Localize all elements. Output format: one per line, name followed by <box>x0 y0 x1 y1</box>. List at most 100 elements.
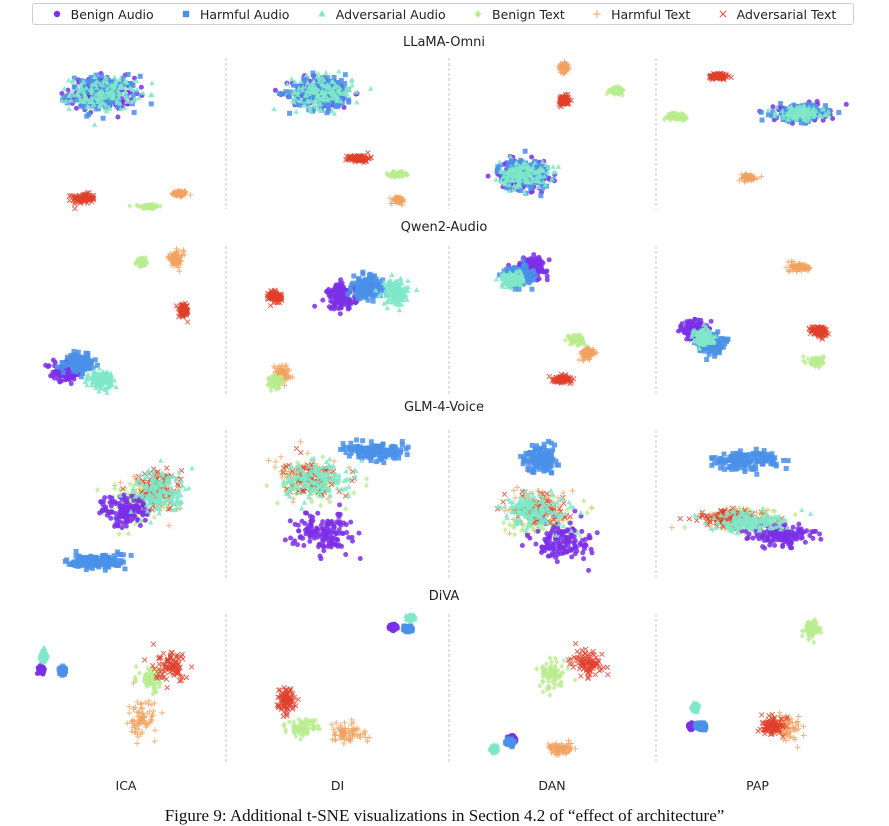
panel-qwen2-audio-ica <box>43 246 190 395</box>
cluster-benign-text <box>133 255 150 270</box>
panel-llama-omni-di <box>271 68 409 207</box>
point <box>339 305 344 310</box>
row-title-diva: DiVA <box>429 589 460 604</box>
point <box>61 370 66 375</box>
point <box>360 285 365 290</box>
point <box>101 116 106 121</box>
point <box>766 112 771 117</box>
cluster-adversarial-text <box>174 301 190 324</box>
point <box>537 259 542 264</box>
point <box>64 377 69 382</box>
point <box>185 320 190 325</box>
point <box>351 273 356 278</box>
point <box>73 360 78 365</box>
panel-qwen2-audio-di <box>265 270 419 394</box>
point <box>113 384 119 389</box>
point <box>529 287 534 292</box>
row-title-qwen2-audio: Qwen2-Audio <box>401 220 488 235</box>
point <box>139 85 144 90</box>
point <box>346 306 351 311</box>
cluster-adversarial-text <box>707 71 733 82</box>
cluster-harmful-text <box>387 194 407 208</box>
point <box>310 71 315 76</box>
cluster-harmful-text <box>736 171 764 185</box>
cluster-adversarial-text <box>265 288 284 308</box>
point <box>335 104 340 109</box>
point <box>760 118 765 123</box>
point <box>538 193 543 198</box>
point <box>397 307 403 312</box>
point <box>778 101 783 106</box>
point <box>354 99 360 104</box>
point <box>405 278 411 283</box>
point <box>542 269 547 274</box>
cluster-benign-text <box>127 202 162 212</box>
point <box>493 177 499 182</box>
point <box>59 378 64 383</box>
point <box>78 104 83 109</box>
point <box>343 72 348 77</box>
point <box>92 122 98 127</box>
cluster-benign-text <box>563 332 588 348</box>
point <box>333 297 338 302</box>
point <box>287 94 292 99</box>
cluster-harmful-text <box>576 345 599 364</box>
point <box>69 381 74 386</box>
point <box>360 271 365 276</box>
point <box>759 110 764 115</box>
point <box>74 369 79 374</box>
point <box>74 106 79 111</box>
point <box>336 68 342 73</box>
point <box>497 159 503 164</box>
point <box>385 305 391 310</box>
panel-llama-omni-ica <box>59 71 193 212</box>
point <box>556 164 562 169</box>
panel-qwen2-audio-pap <box>676 258 831 370</box>
point <box>364 278 369 283</box>
point <box>547 257 552 262</box>
panel-llama-omni-pap <box>662 71 849 185</box>
point <box>521 264 526 269</box>
cluster-harmful-text <box>783 258 812 274</box>
point <box>115 114 120 119</box>
point <box>368 86 374 91</box>
point <box>51 358 56 363</box>
row-title-llama-omni: LLaMA-Omni <box>403 35 485 50</box>
point <box>387 195 393 201</box>
row-title-glm-4-voice: GLM-4-Voice <box>404 400 484 415</box>
point <box>85 353 90 358</box>
point <box>320 298 325 303</box>
point <box>529 155 534 160</box>
point <box>89 358 94 363</box>
point <box>176 268 182 274</box>
cluster-adversarial-audio <box>494 268 527 291</box>
point <box>328 291 333 296</box>
point <box>326 106 331 111</box>
cluster-adversarial-text <box>557 92 574 109</box>
point <box>140 90 146 95</box>
cluster-benign-text <box>801 354 826 371</box>
point <box>149 101 154 106</box>
point <box>84 114 89 119</box>
point <box>523 149 528 154</box>
point <box>836 110 841 115</box>
point <box>323 70 329 75</box>
point <box>370 294 375 299</box>
cluster-benign-text <box>384 169 409 181</box>
point <box>346 100 351 105</box>
point <box>363 294 368 299</box>
point <box>342 105 347 110</box>
point <box>180 247 186 253</box>
point <box>289 76 295 81</box>
point <box>71 349 76 354</box>
point <box>149 80 155 85</box>
point <box>312 304 317 309</box>
point <box>188 192 194 198</box>
point <box>530 257 535 262</box>
point <box>338 311 343 316</box>
panel-llama-omni-dan <box>486 59 626 198</box>
cluster-adversarial-text <box>343 150 373 165</box>
cluster-harmful-text <box>556 59 572 76</box>
point <box>550 164 556 169</box>
